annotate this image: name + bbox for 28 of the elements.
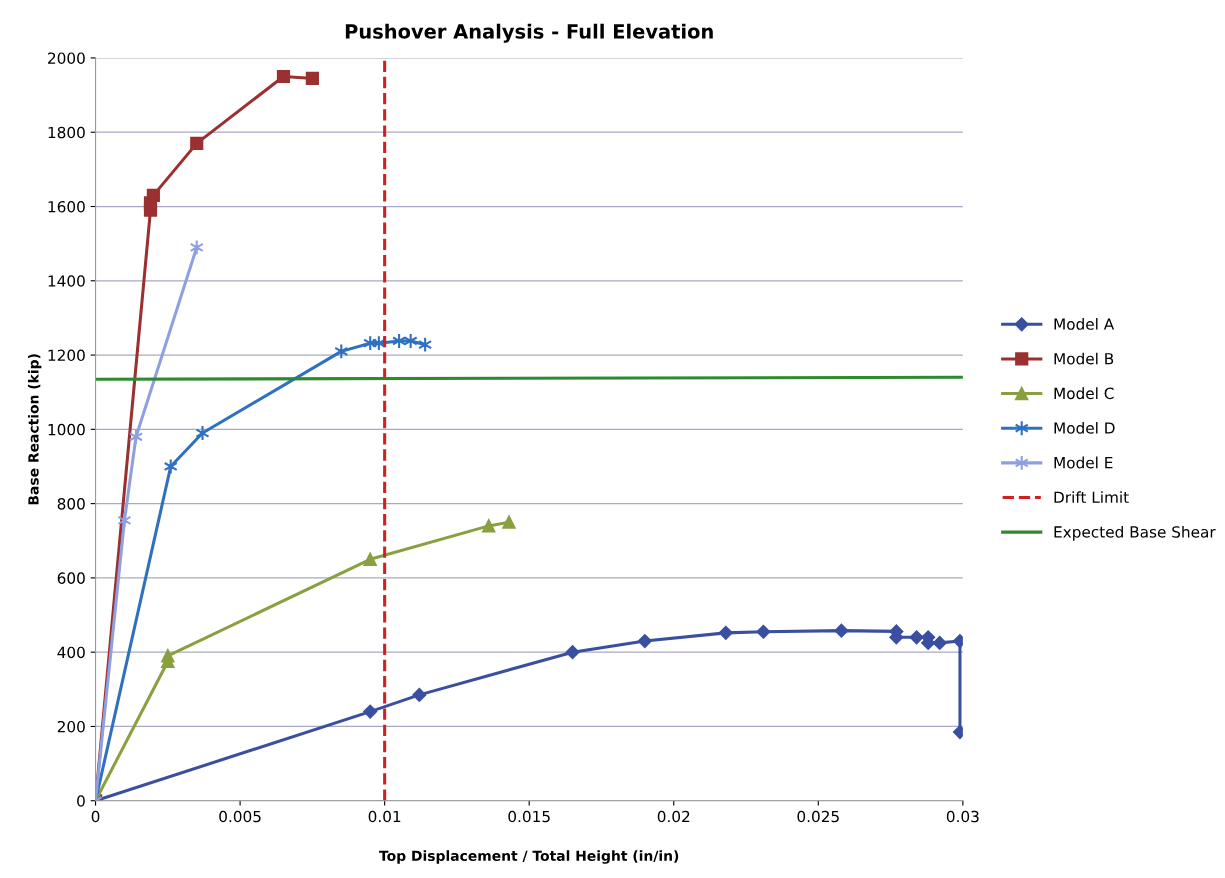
legend-label: Expected Base Shear (1054, 525, 1216, 541)
x-tick-label: 0.01 (368, 810, 401, 823)
y-tick-label: 1600 (48, 200, 85, 213)
legend-label: Model D (1054, 421, 1115, 434)
y-tick-label: 200 (57, 720, 85, 733)
legend-label: Model C (1054, 387, 1114, 400)
x-tick-label: 0.03 (946, 810, 979, 823)
x-tick-label: 0 (91, 810, 100, 823)
y-tick-label: 1800 (48, 126, 85, 139)
x-tick-label: 0.025 (797, 810, 839, 823)
x-tick-label: 0.005 (219, 810, 261, 823)
y-tick-label: 1400 (48, 275, 85, 287)
y-tick-label: 800 (57, 498, 85, 510)
legend-label: Model E (1054, 456, 1113, 469)
y-tick-label: 1000 (48, 423, 85, 436)
y-tick-label: 600 (57, 572, 85, 584)
x-tick-label: 0.02 (657, 810, 690, 823)
chart-title: Pushover Analysis - Full Elevation (345, 23, 713, 43)
y-axis-title: Base Reaction (kip) (27, 354, 42, 505)
y-tick-label: 2000 (48, 52, 85, 64)
legend-label: Model B (1054, 352, 1114, 365)
x-axis-title: Top Displacement / Total Height (in/in) (379, 850, 679, 864)
y-tick-label: 400 (57, 646, 85, 659)
legend-label: Drift Limit (1054, 491, 1129, 503)
legend-label: Model A (1054, 318, 1115, 330)
x-tick-label: 0.015 (508, 810, 550, 823)
y-tick-label: 0 (77, 795, 85, 807)
y-tick-label: 1200 (48, 349, 85, 362)
